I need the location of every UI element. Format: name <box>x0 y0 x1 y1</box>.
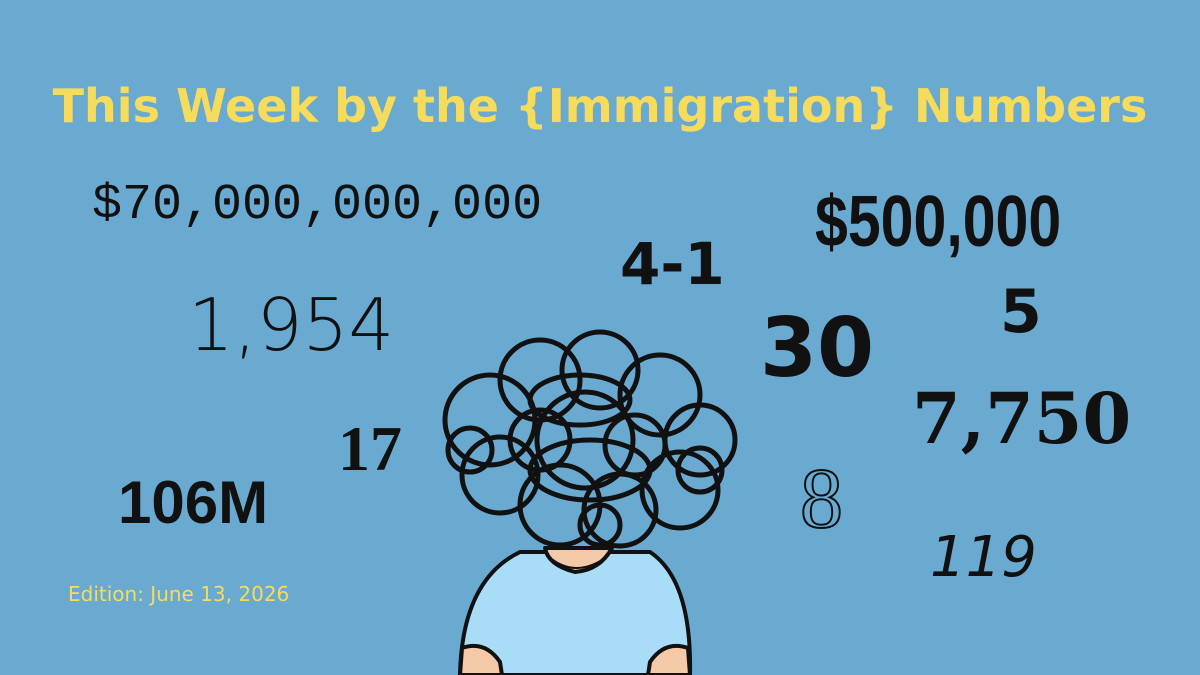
number: 1,954 <box>188 283 394 367</box>
scribble-head <box>442 329 738 549</box>
number: 30 <box>760 301 874 396</box>
number: $500,000 <box>815 180 1061 261</box>
number: 4-1 <box>620 230 725 298</box>
number: $70,000,000,000 <box>92 177 542 234</box>
edition: Edition: June 13, 2026 <box>68 582 289 606</box>
person <box>458 546 693 675</box>
title: This Week by the {Immigration} Numbers <box>53 79 1148 133</box>
number: 17 <box>338 413 402 484</box>
number: 7,750 <box>912 377 1131 460</box>
number: 106M <box>118 469 268 536</box>
number: 119 <box>930 525 1037 590</box>
number: 5 <box>1000 277 1042 347</box>
number: 8 <box>800 450 843 546</box>
